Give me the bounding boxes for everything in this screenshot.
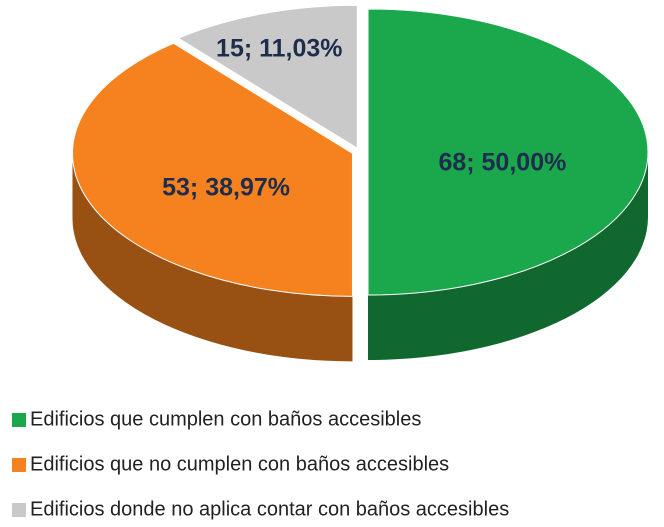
data-label: 53; 38,97% (162, 173, 290, 201)
data-label: 15; 11,03% (216, 35, 343, 63)
slice (367, 8, 649, 296)
legend-swatch (12, 458, 26, 472)
legend-label: Edificios que cumplen con baños accesibl… (30, 408, 421, 430)
slice-side (72, 153, 353, 362)
legend-label: Edificios que no cumplen con baños acces… (30, 453, 449, 475)
data-label: 68; 50,00% (438, 149, 566, 177)
legend-swatch (12, 413, 26, 427)
slice (71, 42, 353, 297)
slice-side (368, 152, 648, 360)
legend-swatch (12, 503, 26, 517)
legend-label: Edificios donde no aplica contar con bañ… (30, 498, 509, 520)
slice (177, 4, 358, 150)
